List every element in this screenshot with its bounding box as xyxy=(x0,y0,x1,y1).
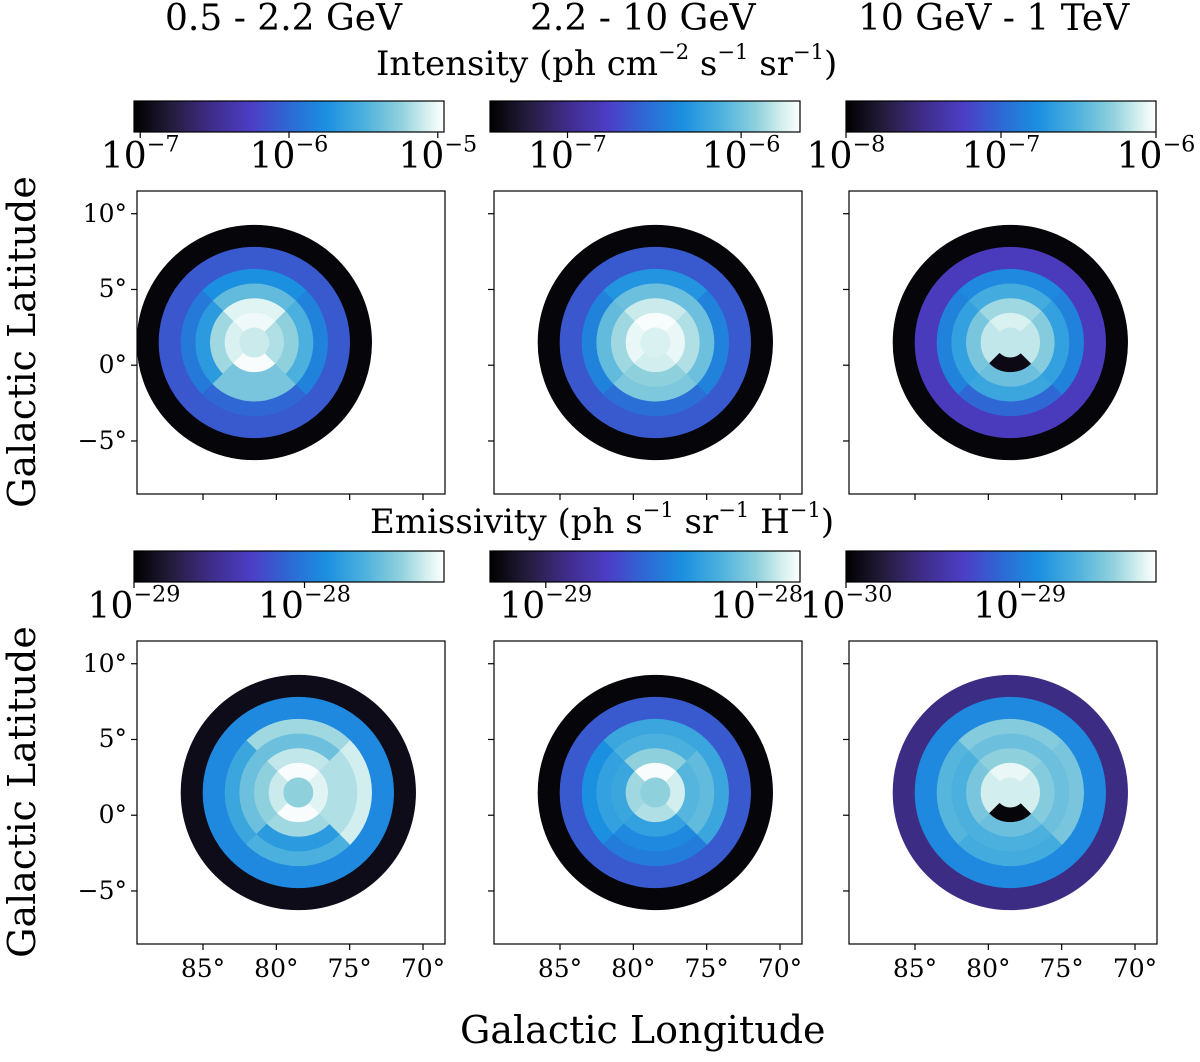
y-tick-label-1-0: 10° xyxy=(83,649,127,678)
colorbar-tick-label-0-0-0: 10−7 xyxy=(101,136,180,177)
x-tick-label-0-3: 70° xyxy=(401,954,445,983)
band-title-2: 2.2 - 10 GeV xyxy=(530,0,756,39)
y-tick-label-1-2: 0° xyxy=(99,800,127,829)
x-tick-label-1-1: 80° xyxy=(611,954,655,983)
colorbar-tick-label-1-2-1: 10−29 xyxy=(973,586,1066,627)
colorbar-tick-label-0-0-1: 10−6 xyxy=(250,136,329,177)
colorbar-intensity-3 xyxy=(846,101,1156,132)
map-intensity-2 xyxy=(538,225,773,460)
colorbar-tick-label-0-0-2: 10−5 xyxy=(398,136,477,177)
colorbar-emissivity-2 xyxy=(490,551,800,582)
map-intensity-3 xyxy=(893,225,1128,460)
x-tick-label-2-0: 85° xyxy=(893,954,937,983)
emissivity-colorbar-label: Emissivity (ph s−1 sr−1 H−1) xyxy=(370,502,834,542)
colorbar-tick-label-1-2-0: 10−30 xyxy=(800,586,893,627)
map-emissivity-2 xyxy=(538,675,773,910)
x-tick-label-2-1: 80° xyxy=(966,954,1010,983)
colorbar-tick-label-0-2-1: 10−7 xyxy=(962,136,1041,177)
x-axis-title: Galactic Longitude xyxy=(460,1008,826,1052)
y-axis-title-top: Galactic Latitude xyxy=(0,176,44,508)
colorbar-emissivity-1 xyxy=(134,551,444,582)
colorbar-intensity-1 xyxy=(134,101,444,132)
y-tick-label-0-0: 10° xyxy=(83,199,127,228)
y-tick-label-0-1: 5° xyxy=(99,274,127,303)
colorbar-tick-label-1-0-1: 10−28 xyxy=(258,586,351,627)
x-tick-label-0-0: 85° xyxy=(181,954,225,983)
colorbar-tick-label-0-1-1: 10−6 xyxy=(702,136,781,177)
x-tick-label-1-2: 75° xyxy=(685,954,729,983)
y-tick-label-0-2: 0° xyxy=(99,350,127,379)
map-emissivity-3 xyxy=(893,675,1128,910)
colorbar-tick-label-1-0-0: 10−29 xyxy=(88,586,181,627)
map-intensity-1 xyxy=(137,225,372,460)
colorbar-tick-label-0-2-0: 10−8 xyxy=(807,136,886,177)
y-axis-title-bottom: Galactic Latitude xyxy=(0,626,44,958)
x-tick-label-1-3: 70° xyxy=(758,954,802,983)
intensity-colorbar-label: Intensity (ph cm−2 s−1 sr−1) xyxy=(376,44,837,84)
colorbar-tick-label-1-1-1: 10−28 xyxy=(710,586,803,627)
band-title-1: 0.5 - 2.2 GeV xyxy=(165,0,402,39)
x-tick-label-2-3: 70° xyxy=(1113,954,1157,983)
y-tick-label-1-3: −5° xyxy=(78,876,127,905)
y-tick-label-0-3: −5° xyxy=(78,426,127,455)
colorbar-emissivity-3 xyxy=(846,551,1156,582)
map-emissivity-1 xyxy=(181,675,416,910)
band-title-3: 10 GeV - 1 TeV xyxy=(858,0,1129,39)
x-tick-label-2-2: 75° xyxy=(1040,954,1084,983)
colorbar-tick-label-0-1-0: 10−7 xyxy=(528,136,607,177)
x-tick-label-0-2: 75° xyxy=(328,954,372,983)
y-tick-label-1-1: 5° xyxy=(99,724,127,753)
colorbar-intensity-2 xyxy=(490,101,800,132)
colorbar-tick-label-0-2-2: 10−6 xyxy=(1117,136,1196,177)
colorbar-tick-label-1-1-0: 10−29 xyxy=(499,586,592,627)
x-tick-label-0-1: 80° xyxy=(254,954,298,983)
x-tick-label-1-0: 85° xyxy=(538,954,582,983)
